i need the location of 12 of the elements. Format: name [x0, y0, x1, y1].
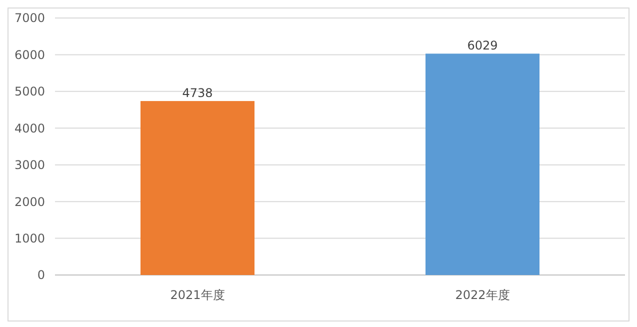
y-tick-label: 5000 [14, 84, 45, 99]
y-tick-label: 0 [37, 268, 45, 282]
y-tick-label: 4000 [14, 121, 45, 136]
x-tick-label: 2022年度 [455, 288, 510, 302]
y-tick-label: 2000 [14, 194, 45, 209]
data-label: 4738 [182, 86, 213, 100]
y-tick-label: 3000 [14, 158, 45, 172]
x-tick-label: 2021年度 [170, 288, 225, 302]
y-tick-label: 1000 [14, 231, 45, 246]
y-tick-label: 7000 [14, 11, 45, 26]
data-label: 6029 [467, 38, 498, 53]
y-tick-label: 6000 [14, 48, 45, 62]
